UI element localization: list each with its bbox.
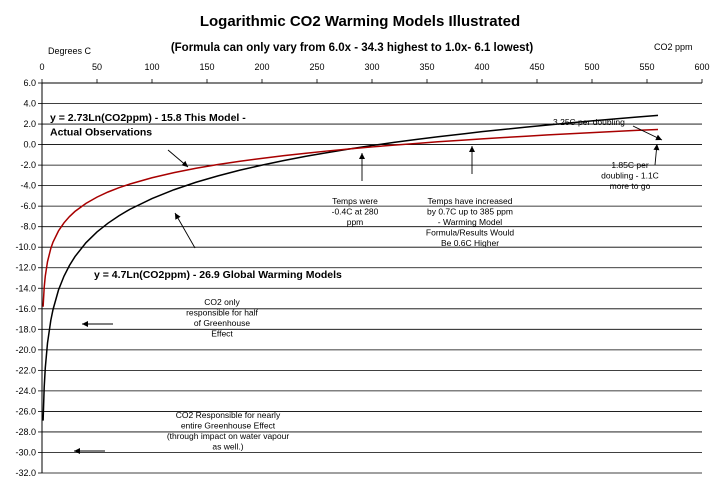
y-tick-label: -14.0 <box>15 283 36 293</box>
annotation-line: responsible for half <box>186 308 258 318</box>
y-tick-label: 4.0 <box>23 99 36 109</box>
x-tick-label: 350 <box>419 62 434 72</box>
annotation-line: 3.25C per doubling <box>553 117 625 127</box>
annotation-line: Effect <box>211 329 233 339</box>
y-tick-label: -28.0 <box>15 427 36 437</box>
annotation-line: doubling - 1.1C <box>601 171 659 181</box>
grid <box>42 82 702 474</box>
x-tick-labels: 0 50 100 150 200 250 300 350 400 450 500 550 600 <box>39 62 709 72</box>
y-axis-label: Degrees C <box>48 46 92 56</box>
annotation-arrow-head <box>655 134 662 141</box>
series-line-1 <box>42 114 659 421</box>
x-tick-label: 150 <box>199 62 214 72</box>
annotation-line: Actual Observations <box>50 127 152 139</box>
y-tick-label: -6.0 <box>20 201 36 211</box>
annotation-line: Formula/Results Would <box>426 228 514 238</box>
annotation-line: 1.85C per <box>611 160 648 170</box>
annotation-2: y = 4.7Ln(CO2ppm) - 26.9 Global Warming … <box>94 269 342 281</box>
annotation-arrow-head <box>82 321 88 327</box>
annotation-arrow-head <box>469 146 475 152</box>
annotation-line: -0.4C at 280 <box>332 207 379 217</box>
x-axis-label: CO2 ppm <box>654 42 693 52</box>
annotations: y = 2.73Ln(CO2ppm) - 15.8 This Model - Ac… <box>50 112 659 452</box>
annotation-line: as well.) <box>212 442 243 452</box>
y-tick-label: -2.0 <box>20 160 36 170</box>
x-tick-label: 500 <box>584 62 599 72</box>
y-tick-label: -16.0 <box>15 304 36 314</box>
series-line-2 <box>42 128 659 307</box>
x-tick-label: 550 <box>639 62 654 72</box>
x-tick-label: 300 <box>364 62 379 72</box>
annotation-arrows <box>74 125 663 454</box>
y-tick-label: -22.0 <box>15 365 36 375</box>
annotation-6: Temps have increased by 0.7C up to 385 pp… <box>426 196 514 248</box>
x-tick-label: 200 <box>254 62 269 72</box>
chart-subtitle: (Formula can only vary from 6.0x - 34.3 … <box>171 42 534 54</box>
annotation-line: Temps have increased <box>427 196 512 206</box>
y-tick-label: -20.0 <box>15 345 36 355</box>
annotation-line: CO2 Responsible for nearly <box>176 410 281 420</box>
annotation-1: y = 2.73Ln(CO2ppm) - 15.8 This Model - Ac… <box>50 112 246 139</box>
annotation-arrow-head <box>74 448 80 454</box>
x-tick-label: 100 <box>144 62 159 72</box>
annotation-line: of Greenhouse <box>194 318 251 328</box>
annotation-line: - Warming Model <box>438 217 503 227</box>
annotation-3: 3.25C per doubling <box>553 117 625 127</box>
x-tick-label: 600 <box>694 62 709 72</box>
y-tick-label: -32.0 <box>15 468 36 478</box>
y-tick-label: -4.0 <box>20 181 36 191</box>
annotation-line: CO2 only <box>204 297 240 307</box>
annotation-line: more to go <box>610 181 651 191</box>
annotation-line: Be 0.6C Higher <box>441 238 499 248</box>
y-tick-label: -10.0 <box>15 242 36 252</box>
annotation-arrow-head <box>181 160 188 167</box>
y-tick-label: -12.0 <box>15 263 36 273</box>
annotation-8: CO2 Responsible for nearly entire Greenho… <box>167 410 290 452</box>
series-group <box>42 114 659 421</box>
annotation-line: entire Greenhouse Effect <box>181 421 276 431</box>
y-tick-label: 0.0 <box>23 140 36 150</box>
annotation-arrow-head <box>359 153 365 159</box>
y-tick-label: -26.0 <box>15 406 36 416</box>
y-tick-label: -18.0 <box>15 324 36 334</box>
y-tick-label: 6.0 <box>23 78 36 88</box>
annotation-line: Temps were <box>332 196 378 206</box>
annotation-arrow-head <box>653 144 660 151</box>
annotation-line: by 0.7C up to 385 ppm <box>427 207 513 217</box>
y-tick-label: -24.0 <box>15 386 36 396</box>
annotation-line: (through impact on water vapour <box>167 431 290 441</box>
y-tick-label: -30.0 <box>15 447 36 457</box>
annotation-arrow-line <box>174 212 196 249</box>
annotation-line: y = 4.7Ln(CO2ppm) - 26.9 Global Warming … <box>94 269 342 281</box>
chart-title: Logarithmic CO2 Warming Models Illustrat… <box>200 13 520 30</box>
x-tick-label: 50 <box>92 62 102 72</box>
x-tick-label: 250 <box>309 62 324 72</box>
y-tick-label: -8.0 <box>20 222 36 232</box>
annotation-5: Temps were -0.4C at 280 ppm <box>332 196 379 227</box>
x-tick-label: 0 <box>39 62 44 72</box>
annotation-arrow-head <box>175 213 181 220</box>
y-tick-label: 2.0 <box>23 119 36 129</box>
annotation-line: ppm <box>347 217 364 227</box>
x-tick-label: 450 <box>529 62 544 72</box>
axes <box>38 79 703 474</box>
y-tick-labels: 6.0 4.0 2.0 0.0 -2.0 -4.0 -6.0 -8.0 -10.0 -12.0 -1… <box>15 78 36 478</box>
x-tick-label: 400 <box>474 62 489 72</box>
annotation-line: y = 2.73Ln(CO2ppm) - 15.8 This Model - <box>50 112 246 124</box>
annotation-4: 1.85C per doubling - 1.1C more to go <box>601 160 659 191</box>
annotation-7: CO2 only responsible for half of Greenhous… <box>186 297 258 339</box>
